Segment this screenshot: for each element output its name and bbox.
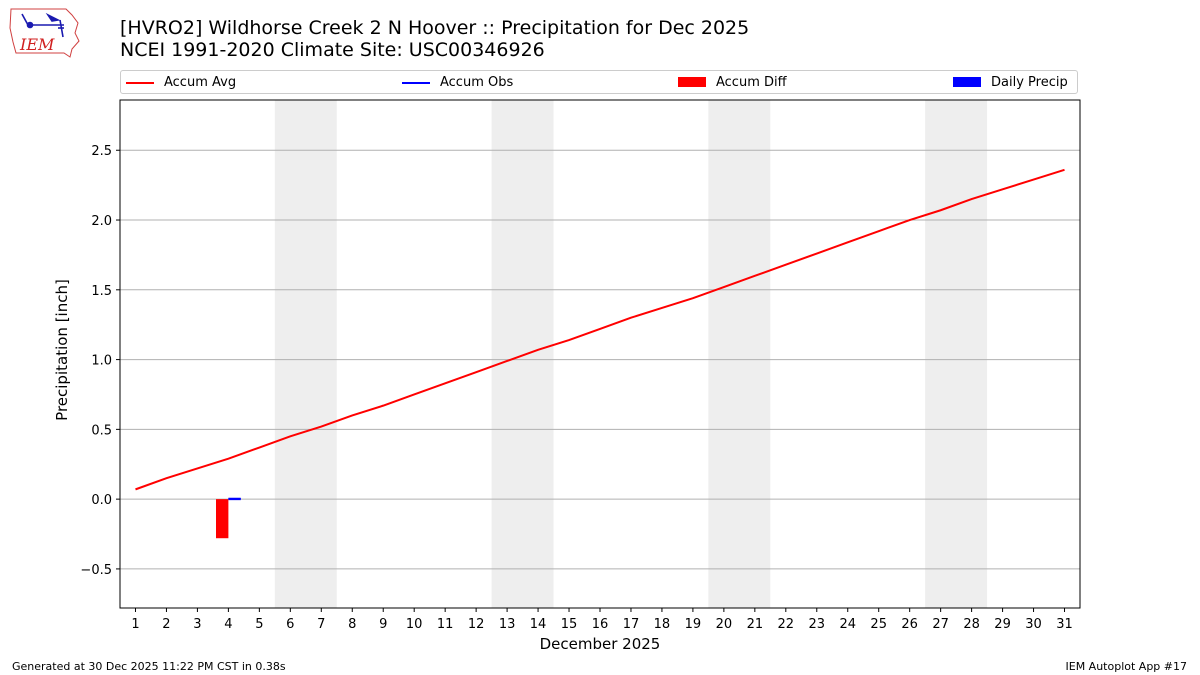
weekend-band: [491, 100, 554, 608]
x-tick-label: 19: [685, 617, 702, 632]
x-tick-label: 6: [286, 617, 294, 632]
bar-accum-diff: [216, 499, 229, 539]
x-tick-label: 8: [348, 617, 356, 632]
legend-swatch-accum-diff: [678, 77, 706, 87]
y-axis-ticks: −0.5 0.0 0.5 1.0 1.5 2.0 2.5: [80, 144, 120, 578]
x-tick-label: 10: [406, 617, 423, 632]
y-tick-label: 1.0: [91, 354, 112, 369]
x-tick-label: 27: [932, 617, 949, 632]
x-tick-label: 31: [1056, 617, 1073, 632]
x-tick-label: 13: [499, 617, 516, 632]
x-tick-label: 24: [839, 617, 856, 632]
x-tick-label: 4: [224, 617, 232, 632]
generated-timestamp: Generated at 30 Dec 2025 11:22 PM CST in…: [12, 660, 286, 673]
x-tick-label: 26: [901, 617, 918, 632]
y-tick-label: 2.5: [91, 144, 112, 159]
x-tick-label: 21: [747, 617, 764, 632]
y-tick-label: 0.5: [91, 423, 112, 438]
x-tick-label: 9: [379, 617, 387, 632]
legend: Accum Avg Accum Obs Accum Diff Daily Pre…: [120, 70, 1078, 94]
x-tick-label: 29: [994, 617, 1011, 632]
x-tick-label: 3: [193, 617, 201, 632]
x-axis-ticks: 1 2 3 4 5 6 7 8 9 10 11 12 13 14 15 16 17 18 19 20 21 22 23 24 2…: [131, 608, 1073, 632]
x-tick-label: 15: [561, 617, 578, 632]
x-axis-label: December 2025: [540, 635, 661, 653]
legend-label-accum-avg: Accum Avg: [164, 75, 237, 90]
logo-text: IEM: [19, 35, 55, 54]
iem-logo: IEM: [9, 8, 80, 58]
y-tick-label: 1.5: [91, 284, 112, 299]
x-tick-label: 20: [716, 617, 733, 632]
x-tick-label: 14: [530, 617, 547, 632]
y-tick-label: 2.0: [91, 214, 112, 229]
weekend-band: [708, 100, 771, 608]
x-tick-label: 28: [963, 617, 980, 632]
x-tick-label: 1: [131, 617, 139, 632]
bars: [216, 497, 241, 539]
x-tick-label: 5: [255, 617, 263, 632]
x-tick-label: 11: [437, 617, 454, 632]
y-axis-label: Precipitation [inch]: [53, 279, 71, 421]
chart-subtitle: NCEI 1991-2020 Climate Site: USC00346926: [120, 39, 545, 61]
line-accum-avg: [135, 168, 1065, 491]
weekend-band: [925, 100, 988, 608]
weather-station-icon: [21, 12, 64, 38]
x-tick-label: 18: [654, 617, 671, 632]
legend-label-daily-precip: Daily Precip: [991, 75, 1068, 90]
x-tick-label: 23: [809, 617, 826, 632]
x-tick-label: 12: [468, 617, 485, 632]
legend-label-accum-obs: Accum Obs: [440, 75, 514, 90]
weekend-bands: [274, 100, 988, 608]
x-tick-label: 7: [317, 617, 325, 632]
weekend-band: [274, 100, 337, 608]
series-lines: [135, 168, 1065, 501]
y-tick-label: −0.5: [80, 563, 112, 578]
autoplot-app-label: IEM Autoplot App #17: [1065, 660, 1188, 673]
legend-label-accum-diff: Accum Diff: [716, 75, 787, 90]
x-tick-label: 22: [778, 617, 795, 632]
x-tick-label: 2: [162, 617, 170, 632]
x-tick-label: 16: [592, 617, 609, 632]
legend-swatch-accum-obs: [402, 82, 430, 84]
x-tick-label: 25: [870, 617, 887, 632]
y-tick-label: 0.0: [91, 493, 112, 508]
iowa-state-outline: [9, 8, 80, 58]
y-gridlines: [120, 149, 1080, 570]
chart-title: [HVRO2] Wildhorse Creek 2 N Hoover :: Pr…: [120, 17, 750, 39]
x-tick-label: 17: [623, 617, 640, 632]
legend-swatch-daily-precip: [953, 77, 981, 87]
x-tick-label: 30: [1025, 617, 1042, 632]
legend-swatch-accum-avg: [126, 82, 154, 84]
